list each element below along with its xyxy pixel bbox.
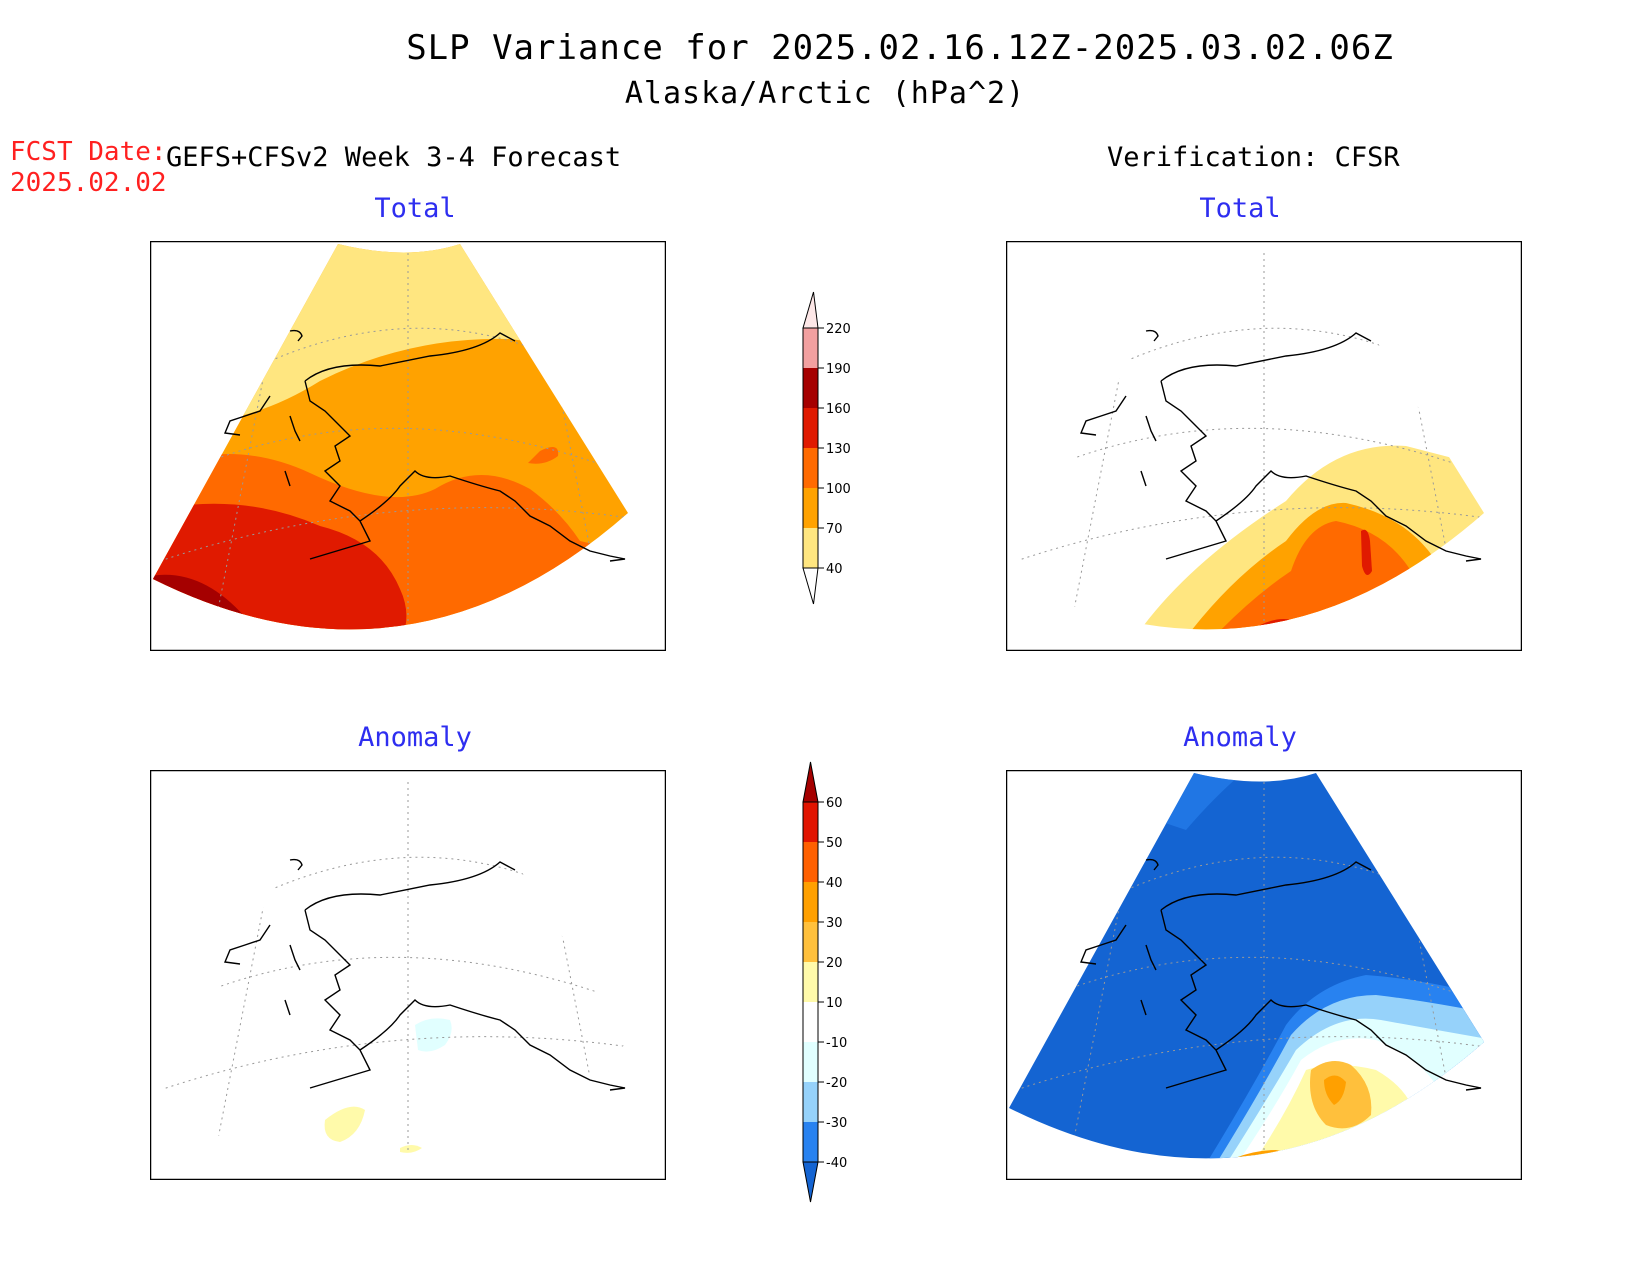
- panel-title-verification-anomaly: Anomaly: [1183, 722, 1297, 753]
- colorbar-anomaly-swatch: [803, 1082, 818, 1122]
- colorbar-anomaly-tick-label: 40: [826, 876, 843, 891]
- colorbar-anomaly-tick-label: 10: [826, 996, 843, 1011]
- panel-title-forecast-anomaly: Anomaly: [358, 722, 472, 753]
- colorbar-total-swatch: [803, 328, 818, 368]
- frame-forecast-anomaly: [150, 770, 666, 1180]
- colorbar-anomaly-swatch: [803, 1042, 818, 1082]
- colorbar-anomaly-tick-label: -30: [826, 1116, 847, 1131]
- colorbar-anomaly-swatch: [803, 842, 818, 882]
- colorbar-anomaly-max-triangle: [802, 761, 819, 803]
- colorbar-anomaly-tick-label: 60: [826, 796, 843, 811]
- verification-column-header: Verification: CFSR: [1107, 142, 1400, 173]
- colorbar-anomaly-swatch: [803, 802, 818, 842]
- map-verification-total: [1006, 241, 1522, 651]
- colorbar-anomaly-swatch: [803, 962, 818, 1002]
- panel-title-verification-total: Total: [1199, 193, 1281, 224]
- colorbar-total-swatch: [803, 368, 818, 408]
- colorbar-anomaly-tick-label: -40: [826, 1156, 847, 1171]
- colorbar-anomaly-tick-label: 50: [826, 836, 843, 851]
- map-verification-anomaly: [1006, 770, 1522, 1180]
- colorbar-total: 40 70 100 130 160 190 220: [802, 291, 851, 605]
- colorbar-anomaly-swatch: [803, 922, 818, 962]
- colorbar-total-swatch: [803, 408, 818, 448]
- contour-fill-forecast-anomaly: [324, 1018, 540, 1153]
- colorbar-anomaly-tick-label: 30: [826, 916, 843, 931]
- colorbar-total-swatches: 40 70 100 130 160 190 220: [802, 291, 851, 605]
- colorbar-anomaly-tick-label: 20: [826, 956, 843, 971]
- colorbar-anomaly-swatch: [803, 1002, 818, 1042]
- fcst-date-label: FCST Date:: [10, 137, 167, 167]
- contour-fill-verification-total: [1126, 445, 1484, 630]
- fcst-date-block: FCST Date: 2025.02.02: [10, 137, 167, 199]
- colorbar-total-min-triangle: [802, 567, 819, 605]
- coastline-verification-anomaly: [1080, 858, 1482, 1091]
- frame-forecast-total: [150, 241, 666, 651]
- colorbar-total-swatch: [803, 488, 818, 528]
- panel-title-forecast-total: Total: [374, 193, 456, 224]
- frame-verification-anomaly: [1006, 770, 1522, 1180]
- colorbar-anomaly-tick-label: -20: [826, 1076, 847, 1091]
- colorbar-total-tick-label: 220: [826, 322, 851, 337]
- colorbar-anomaly-swatch: [803, 882, 818, 922]
- frame-verification-total: [1006, 241, 1522, 651]
- figure-subtitle: Alaska/Arctic (hPa^2): [624, 76, 1026, 111]
- graticule-forecast-anomaly: [159, 773, 628, 1159]
- colorbar-anomaly-frame: [802, 801, 819, 1163]
- colorbar-total-swatch: [803, 528, 818, 568]
- colorbar-anomaly: -40 -30 -20 -10 10 20 30 40 50 60: [802, 761, 847, 1203]
- colorbar-total-tick-label: 40: [826, 562, 843, 577]
- colorbar-total-tick-label: 70: [826, 522, 843, 537]
- colorbar-total-tick-label: 160: [826, 402, 851, 417]
- colorbar-total-max-triangle: [802, 291, 819, 329]
- coastline-verification-total: [1080, 329, 1482, 562]
- fcst-date-value: 2025.02.02: [10, 168, 167, 198]
- forecast-column-header: GEFS+CFSv2 Week 3-4 Forecast: [166, 142, 622, 173]
- colorbar-anomaly-swatch: [803, 1122, 818, 1162]
- colorbar-anomaly-swatches: -40 -30 -20 -10 10 20 30 40 50 60: [802, 761, 847, 1203]
- coastline-forecast-total: [224, 329, 626, 562]
- map-forecast-total: [150, 241, 666, 651]
- map-forecast-anomaly: [150, 770, 666, 1180]
- colorbar-total-tick-label: 130: [826, 442, 851, 457]
- colorbar-total-swatch: [803, 448, 818, 488]
- colorbar-anomaly-min-triangle: [802, 1161, 819, 1203]
- colorbar-anomaly-tick-label: -10: [826, 1036, 847, 1051]
- colorbar-total-tick-label: 190: [826, 362, 851, 377]
- figure-title: SLP Variance for 2025.02.16.12Z-2025.03.…: [406, 28, 1394, 68]
- colorbar-total-tick-label: 100: [826, 482, 851, 497]
- coastline-forecast-anomaly: [224, 858, 626, 1091]
